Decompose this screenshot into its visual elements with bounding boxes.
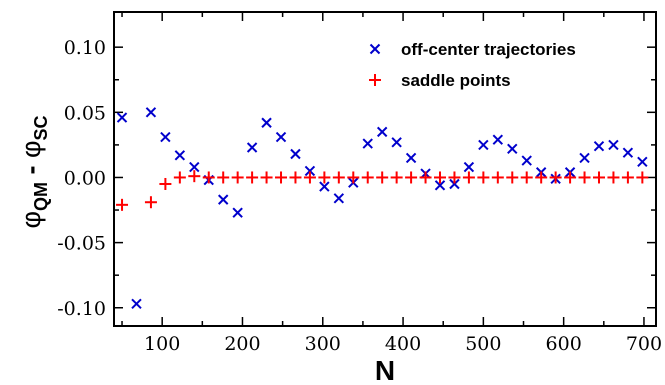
off-center-point [492, 134, 504, 145]
saddle-point [636, 171, 649, 184]
saddle-point [491, 171, 504, 184]
saddle-point [202, 171, 215, 184]
saddle-point [318, 171, 331, 184]
legend-marker-2 [369, 74, 381, 86]
saddle-point [246, 171, 259, 184]
saddle-point [578, 171, 591, 184]
off-center-point [174, 150, 186, 161]
legend: off-center trajectories saddle points [369, 40, 576, 90]
off-center-point [160, 131, 171, 143]
saddle-point [303, 171, 316, 184]
x-tick-label: 300 [305, 333, 341, 355]
saddle-point [144, 196, 157, 209]
off-center-point [391, 137, 402, 148]
x-tick-label: 100 [144, 333, 180, 355]
off-center-point [521, 155, 532, 166]
saddle-point [607, 171, 620, 184]
y-axis-title: φQM - φSC [16, 115, 51, 228]
saddle-point [448, 171, 461, 184]
saddle-point [188, 170, 201, 183]
saddle-point [159, 177, 172, 190]
off-center-point [608, 139, 619, 151]
saddle-point [405, 171, 418, 184]
off-center-point [304, 165, 316, 177]
saddle-point [275, 171, 288, 184]
saddle-point [347, 171, 360, 184]
off-center-point [579, 152, 590, 164]
off-center-point [434, 180, 446, 191]
axis-ticks [114, 12, 656, 326]
y-tick-label: -0.10 [57, 298, 106, 320]
svg-text:φQM - φSC: φQM - φSC [16, 115, 51, 228]
x-tick-label: 200 [224, 333, 260, 355]
legend-marker-1 [369, 43, 381, 55]
tick-labels: 100 200 300 400 500 600 700 -0.10 -0.05 0.00 0.05 0… [57, 37, 662, 355]
off-center-point [463, 161, 475, 173]
plot-frame [113, 11, 657, 327]
y-axis-minus: - [16, 158, 46, 182]
off-center-point [478, 139, 489, 151]
saddle-point [592, 171, 605, 184]
off-center-point [362, 138, 373, 149]
x-tick-label: 500 [465, 333, 501, 355]
y-axis-subscript-qm: QM [31, 182, 51, 211]
saddle-point [332, 171, 345, 184]
off-center-point [131, 298, 142, 310]
saddle-point [520, 171, 533, 184]
saddle-point [535, 171, 548, 184]
saddle-point [462, 171, 475, 184]
off-center-point [189, 161, 200, 173]
saddle-point [477, 171, 490, 184]
off-center-point [622, 147, 634, 158]
saddle-point [549, 171, 562, 184]
saddle-point [289, 171, 302, 184]
off-center-point [637, 156, 648, 168]
y-tick-label: 0.10 [64, 37, 106, 59]
off-center-point [405, 152, 417, 164]
off-center-point [449, 178, 460, 190]
x-tick-label: 400 [385, 333, 421, 355]
y-axis-phi-2: φ [16, 140, 46, 158]
off-center-point [232, 207, 243, 218]
saddle-point [116, 198, 129, 211]
data-marks [116, 107, 649, 310]
saddle-point [376, 171, 389, 184]
off-center-point [261, 117, 272, 128]
saddle-point [361, 171, 374, 184]
off-center-point [275, 131, 287, 143]
x-tick-label: 700 [626, 333, 662, 355]
y-tick-label: -0.05 [57, 233, 106, 255]
off-center-point [376, 126, 388, 138]
saddle-point [217, 171, 230, 184]
legend-label-2: saddle points [401, 71, 511, 90]
off-center-point [217, 194, 229, 205]
off-center-point [145, 107, 157, 118]
x-axis-title: N [375, 355, 395, 385]
saddle-point [260, 171, 273, 184]
saddle-point [506, 171, 519, 184]
y-tick-label: 0.00 [64, 167, 106, 189]
legend-label-1: off-center trajectories [401, 40, 576, 59]
saddle-point [173, 171, 186, 184]
off-center-point [246, 142, 258, 153]
saddle-point [621, 171, 634, 184]
off-center-point [593, 140, 605, 152]
off-center-point [116, 112, 128, 123]
off-center-point [290, 148, 301, 160]
saddle-point [564, 171, 577, 184]
y-axis-phi: φ [16, 211, 46, 229]
saddle-point [231, 171, 244, 184]
x-tick-label: 600 [546, 333, 582, 355]
saddle-point [419, 171, 432, 184]
off-center-point [333, 193, 345, 204]
saddle-point [434, 171, 447, 184]
saddle-point [390, 171, 403, 184]
y-axis-subscript-sc: SC [31, 115, 51, 140]
off-center-point [507, 143, 518, 155]
y-tick-label: 0.05 [64, 102, 106, 124]
off-center-point [319, 181, 330, 192]
